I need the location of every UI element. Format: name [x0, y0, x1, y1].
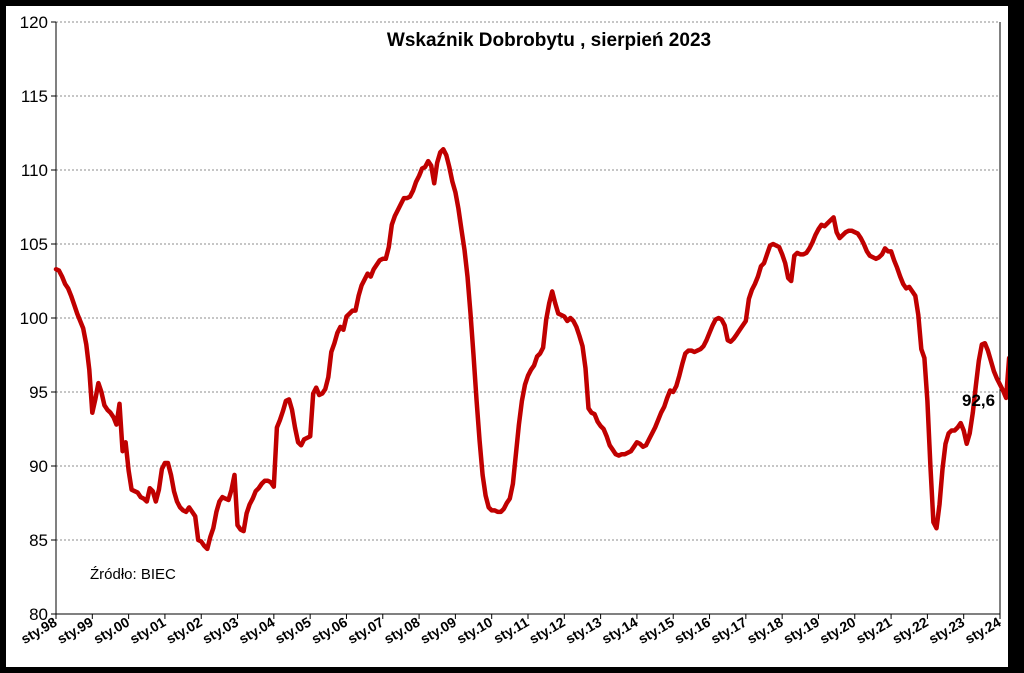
x-tick-label-sty.04: sty.04 [236, 614, 278, 647]
series-layer [53, 147, 1008, 552]
gridlines [56, 21, 1000, 541]
y-tick-label-100: 100 [20, 309, 48, 328]
x-tick-label-sty.18: sty.18 [744, 614, 786, 647]
x-tick-label-sty.22: sty.22 [889, 614, 931, 647]
source-note: Źródło: BIEC [90, 566, 176, 583]
x-tick-label-sty.24: sty.24 [962, 614, 1004, 647]
chart-frame: 80 85 90 95 100 105 110 115 120 sty.98 sty.99 sty.… [6, 6, 1008, 667]
x-tick-label-sty.14: sty.14 [599, 614, 641, 647]
y-tick-label-110: 110 [21, 161, 48, 180]
y-tick-label-85: 85 [29, 531, 48, 550]
x-tick-label-sty.23: sty.23 [926, 614, 968, 647]
x-tick-label-sty.13: sty.13 [563, 614, 605, 647]
line-chart: 80 85 90 95 100 105 110 115 120 sty.98sty.99sty.… [18, 13, 1008, 647]
x-tick-label-sty.06: sty.06 [308, 614, 350, 647]
x-axis-ticks: sty.98sty.99sty.00sty.01sty.02sty.03sty.… [18, 614, 1004, 647]
y-axis-ticks: 80 85 90 95 100 105 110 115 120 [20, 13, 56, 624]
chart-title: Wskaźnik Dobrobytu , sierpień 2023 [387, 30, 711, 51]
x-tick-label-sty.03: sty.03 [200, 614, 242, 647]
y-tick-label-90: 90 [29, 457, 48, 476]
x-tick-label-sty.21: sty.21 [853, 614, 895, 647]
x-tick-label-sty.00: sty.00 [91, 614, 133, 647]
y-tick-label-120: 120 [20, 13, 48, 32]
series-line-0 [53, 147, 1008, 552]
y-tick-label-80: 80 [29, 605, 48, 624]
y-tick-label-95: 95 [29, 383, 48, 402]
y-tick-label-105: 105 [20, 235, 48, 254]
x-tick-label-sty.99: sty.99 [54, 614, 96, 647]
end-value-label: 92,6 [962, 391, 995, 410]
x-tick-label-sty.07: sty.07 [345, 614, 387, 647]
x-tick-label-sty.09: sty.09 [417, 614, 459, 647]
x-tick-label-sty.20: sty.20 [817, 614, 859, 647]
x-tick-label-sty.12: sty.12 [526, 614, 568, 647]
x-tick-label-sty.08: sty.08 [381, 614, 423, 647]
x-tick-label-sty.17: sty.17 [708, 614, 750, 647]
x-tick-label-sty.01: sty.01 [127, 614, 169, 647]
x-tick-label-sty.11: sty.11 [491, 614, 532, 647]
x-tick-label-sty.02: sty.02 [163, 614, 205, 647]
y-tick-label-115: 115 [21, 87, 48, 106]
x-tick-label-sty.15: sty.15 [635, 614, 677, 647]
x-tick-label-sty.19: sty.19 [780, 614, 822, 647]
x-tick-label-sty.05: sty.05 [272, 614, 314, 647]
x-tick-label-sty.16: sty.16 [672, 614, 714, 647]
x-tick-label-sty.10: sty.10 [454, 614, 496, 647]
